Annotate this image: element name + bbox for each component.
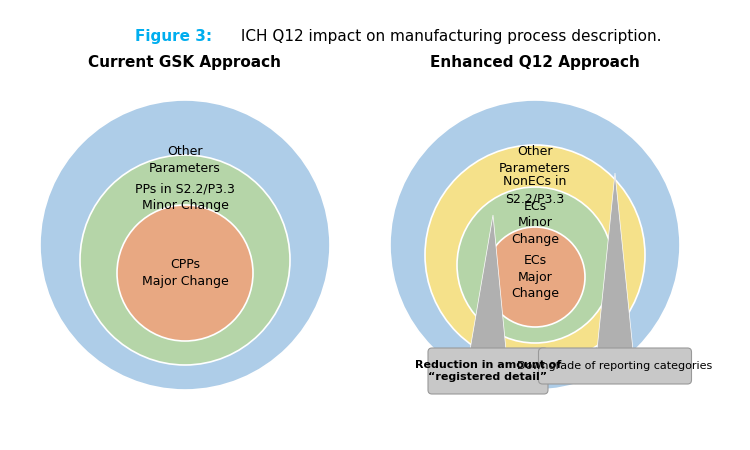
Polygon shape — [470, 215, 506, 350]
Ellipse shape — [390, 100, 680, 390]
Text: ECs
Minor
Change: ECs Minor Change — [511, 199, 559, 247]
Ellipse shape — [117, 205, 253, 341]
Text: NonECs in
S2.2/P3.3: NonECs in S2.2/P3.3 — [503, 175, 567, 205]
Text: PPs in S2.2/P3.3
Minor Change: PPs in S2.2/P3.3 Minor Change — [135, 182, 235, 212]
Text: Other
Parameters: Other Parameters — [149, 145, 220, 175]
Ellipse shape — [457, 187, 613, 343]
Text: Reduction in amount of
“registered detail”: Reduction in amount of “registered detai… — [415, 360, 561, 382]
Polygon shape — [597, 173, 633, 350]
Text: Downgrade of reporting categories: Downgrade of reporting categories — [518, 361, 712, 371]
Ellipse shape — [40, 100, 330, 390]
Text: Other
Parameters: Other Parameters — [500, 145, 571, 175]
Ellipse shape — [485, 227, 585, 327]
Ellipse shape — [80, 155, 290, 365]
Text: Enhanced Q12 Approach: Enhanced Q12 Approach — [430, 55, 640, 71]
Text: ECs
Major
Change: ECs Major Change — [511, 253, 559, 301]
Ellipse shape — [425, 145, 645, 365]
FancyBboxPatch shape — [538, 348, 692, 384]
Text: CPPs
Major Change: CPPs Major Change — [142, 258, 228, 288]
Text: Figure 3:: Figure 3: — [135, 29, 212, 44]
Text: Current GSK Approach: Current GSK Approach — [88, 55, 281, 71]
FancyBboxPatch shape — [428, 348, 548, 394]
Text: ICH Q12 impact on manufacturing process description.: ICH Q12 impact on manufacturing process … — [236, 29, 662, 44]
